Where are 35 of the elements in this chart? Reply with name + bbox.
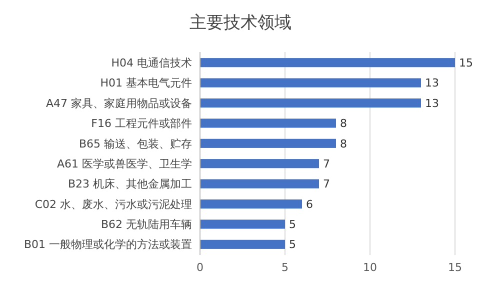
- data-label: 13: [425, 76, 439, 90]
- data-label: 7: [323, 178, 330, 191]
- chart-title: 主要技术领域: [190, 13, 292, 33]
- bar: [200, 199, 302, 209]
- y-tick-label: A47 家具、家庭用物品或设备: [46, 96, 192, 110]
- x-tick-label: 15: [448, 261, 462, 274]
- data-label: 8: [340, 137, 347, 150]
- bar: [200, 179, 319, 188]
- x-tick-label: 5: [282, 261, 288, 274]
- x-tick-label: 0: [196, 261, 204, 274]
- bar: [200, 78, 421, 88]
- y-tick-label: C02 水、废水、污水或污泥处理: [34, 198, 192, 211]
- bar: [200, 159, 319, 168]
- bar: [200, 98, 421, 108]
- data-label: 8: [340, 117, 347, 130]
- y-tick-label: H01 基本电气元件: [100, 76, 192, 90]
- bar: [200, 138, 336, 148]
- x-tick-label: 10: [363, 261, 377, 274]
- y-tick-label: F16 工程元件或部件: [91, 117, 192, 130]
- y-tick-label: A61 医学或兽医学、卫生学: [56, 157, 192, 170]
- data-label: 7: [323, 157, 330, 170]
- y-tick-label: B23 机床、其他金属加工: [68, 178, 192, 191]
- data-label: 5: [289, 238, 296, 252]
- data-label: 15: [459, 56, 473, 70]
- y-tick-label: H04 电通信技术: [111, 56, 192, 70]
- bar: [200, 220, 285, 229]
- data-label: 6: [306, 198, 313, 211]
- y-tick-label: B65 输送、包装、贮存: [78, 137, 192, 150]
- y-tick-label: B62 无轨陆用车辆: [100, 218, 192, 232]
- y-tick-label: B01 一般物理或化学的方法或装置: [24, 238, 192, 252]
- data-label: 13: [425, 96, 439, 110]
- bar: [200, 58, 455, 68]
- bar: [200, 240, 285, 249]
- data-label: 5: [289, 218, 296, 232]
- bar: [200, 118, 336, 128]
